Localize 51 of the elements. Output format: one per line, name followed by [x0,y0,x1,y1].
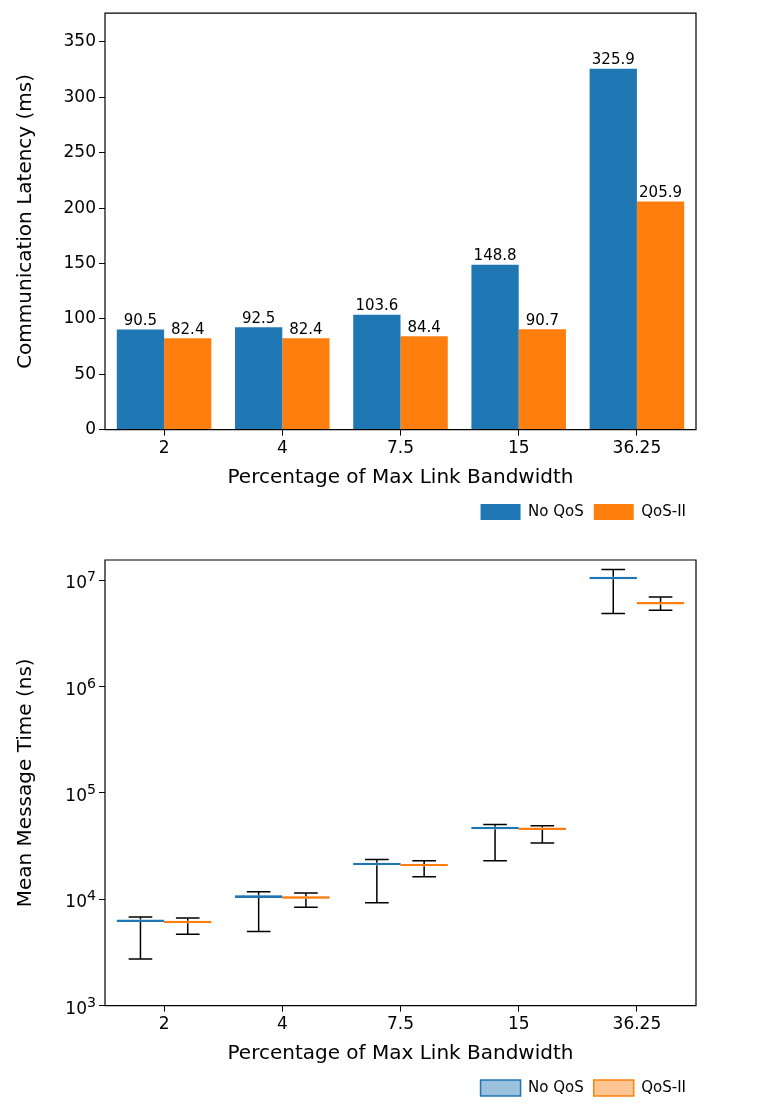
y-tick-label: 50 [74,362,96,383]
bar [518,329,566,430]
x-tick-label: 2 [158,1013,170,1034]
bar [636,201,685,430]
y-tick-label: 350 [63,30,96,51]
data-label: 82.4 [289,319,323,338]
x-tick-label: 15 [507,1013,530,1034]
x-tick-label: 4 [276,437,288,458]
y-tick-label: 150 [63,251,96,272]
bar [235,327,283,430]
data-label: 84.4 [407,317,441,336]
y-axis-title: Mean Message Time (ns) [12,658,37,908]
data-label: 205.9 [639,182,683,201]
bar [116,329,165,430]
y-tick-label: 100 [63,307,96,328]
y-axis-title: Communication Latency (ms) [12,73,37,369]
x-tick-label: 7.5 [386,1013,415,1034]
legend-label: QoS-II [641,1077,686,1096]
bar [353,314,401,430]
x-tick-label: 7.5 [386,437,415,458]
y-tick-label: 10$^{4}$ [65,887,96,912]
y-tick-label: 0 [85,418,96,439]
data-label: 90.7 [525,310,560,329]
data-label: 90.5 [123,310,158,329]
y-tick-label: 300 [63,85,96,106]
data-label: 103.6 [355,296,399,315]
bar [282,338,330,430]
bar [589,68,637,430]
data-label: 325.9 [591,50,635,69]
bar [400,336,448,430]
x-tick-label: 15 [507,437,530,458]
x-tick-label: 36.25 [612,437,662,458]
x-tick-label: 4 [276,1013,288,1034]
y-tick-label: 200 [63,196,96,217]
x-axis-title: Percentage of Max Link Bandwidth [227,1040,574,1065]
x-tick-label: 36.25 [612,1013,662,1034]
y-tick-label: 10$^{5}$ [65,781,96,805]
y-tick-label: 10$^{7}$ [65,568,96,593]
legend-label: QoS-II [641,501,686,520]
legend-label: No QoS [528,501,584,520]
x-tick-label: 2 [158,437,170,458]
bar [164,338,212,430]
y-tick-label: 10$^{6}$ [65,674,96,699]
legend-label: No QoS [528,1077,584,1096]
y-tick-label: 250 [63,141,96,162]
data-label: 92.5 [241,308,276,327]
y-tick-label: 10$^{3}$ [65,993,96,1018]
x-axis-title: Percentage of Max Link Bandwidth [227,464,574,489]
bar [471,264,519,430]
data-label: 82.4 [171,319,205,338]
data-label: 148.8 [473,246,517,265]
